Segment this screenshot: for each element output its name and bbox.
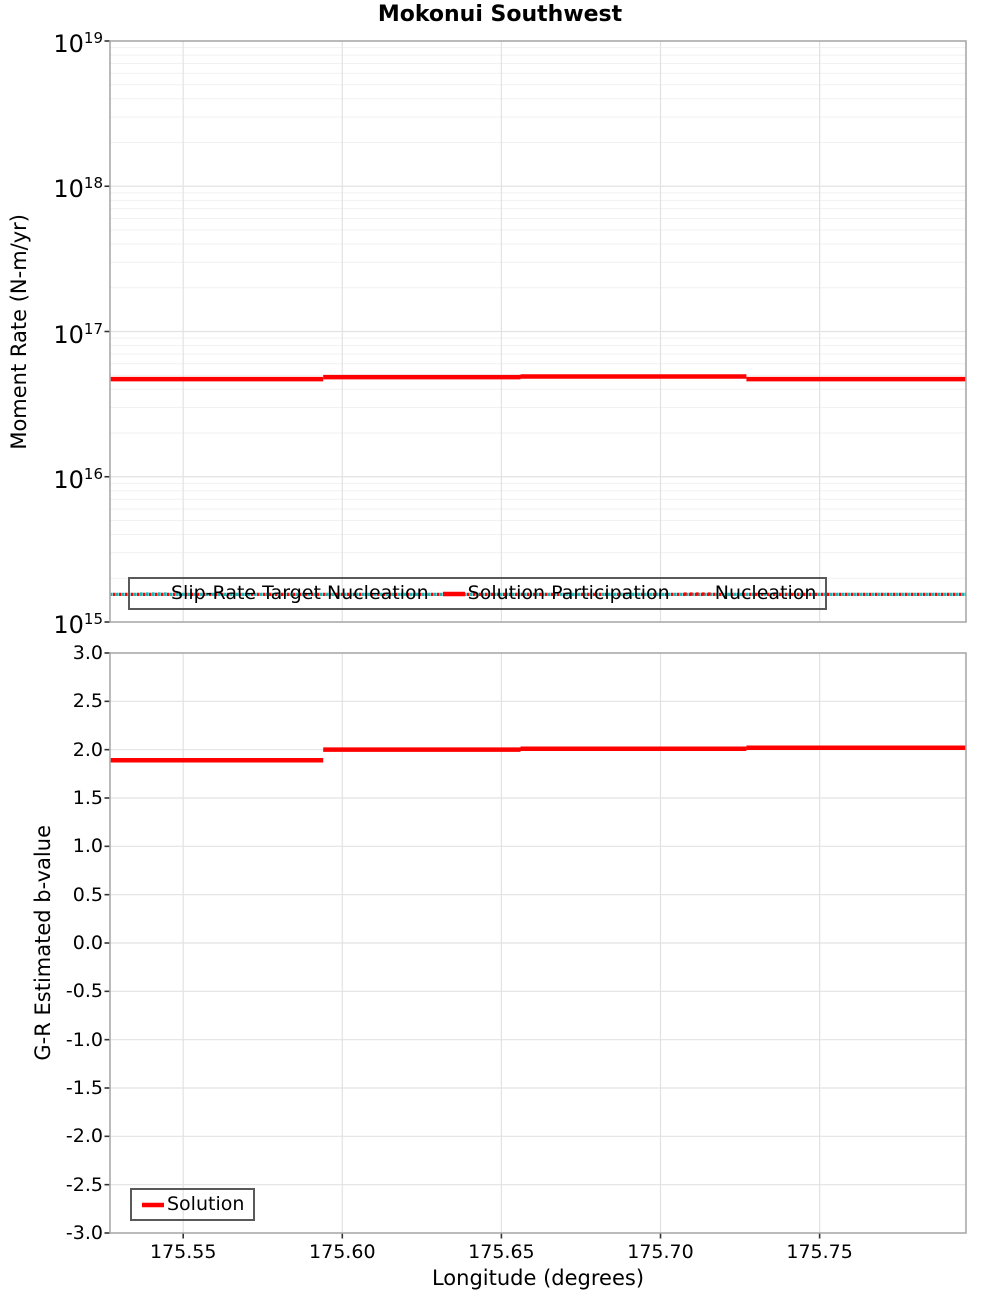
legend-top: Slip-Rate Target Nucleation Solution Par… (128, 577, 828, 610)
legend-label-slip-rate-target-nucleation: Slip-Rate Target Nucleation (171, 582, 429, 604)
y-tick-label-bvalue: 2.0 (72, 738, 103, 761)
y-tick-label-bvalue: 1.0 (72, 835, 103, 858)
legend-item-solution-participation: Solution Participation (442, 584, 670, 603)
y-tick-label-bvalue: 0.0 (72, 932, 103, 954)
y-tick-label-bvalue: -3.0 (65, 1222, 103, 1244)
x-axis-title: Longitude (degrees) (431, 1266, 645, 1290)
legend-label-nucleation: Nucleation (714, 582, 817, 604)
x-tick-label: 175.75 (786, 1241, 853, 1263)
legend-item-solution: Solution (141, 1195, 244, 1214)
moment-rate-plot (104, 40, 967, 623)
y-tick-label-bvalue: -1.0 (65, 1028, 103, 1051)
y-tick-label-moment-rate: 1017 (53, 319, 103, 349)
legend-bottom: Solution (130, 1188, 256, 1221)
y-tick-label-moment-rate: 1016 (53, 464, 103, 494)
legend-item-slip-rate-target-nucleation: Slip-Rate Target Nucleation (139, 584, 429, 603)
x-tick-label: 175.70 (627, 1241, 694, 1263)
x-tick-label: 175.60 (309, 1241, 376, 1263)
y-tick-label-bvalue: 1.5 (72, 787, 103, 809)
y-tick-label-moment-rate: 1018 (53, 174, 103, 204)
red-solid-line-sample-icon (442, 591, 465, 596)
y-tick-label-bvalue: 3.0 (72, 642, 103, 664)
legend-label-solution-participation: Solution Participation (467, 582, 670, 604)
y-tick-label-bvalue: -2.0 (65, 1125, 103, 1148)
x-tick-label: 175.55 (149, 1241, 217, 1263)
teal-dotted-line-sample-icon (140, 591, 168, 596)
y-tick-label-bvalue: 2.5 (72, 690, 103, 713)
legend-item-nucleation: Nucleation (683, 582, 817, 604)
red-dotted-line-sample-icon (683, 591, 712, 596)
y-tick-label-bvalue: -2.5 (65, 1173, 103, 1196)
chart-title: Mokonui Southwest (377, 2, 623, 27)
y-tick-label-bvalue: 0.5 (72, 883, 103, 906)
bvalue-plot (104, 652, 967, 1239)
y-tick-label-bvalue: -0.5 (65, 980, 103, 1003)
y-tick-label-bvalue: -1.5 (65, 1077, 103, 1099)
red-solid-line-sample-icon (142, 1202, 164, 1207)
y-tick-label-moment-rate: 1015 (53, 610, 103, 639)
x-tick-label: 175.65 (468, 1241, 535, 1263)
legend-label-solution: Solution (167, 1193, 245, 1215)
y-tick-label-moment-rate: 1019 (53, 29, 103, 58)
